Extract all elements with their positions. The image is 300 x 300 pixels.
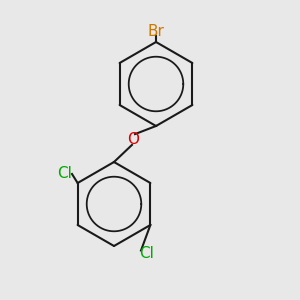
- Text: Cl: Cl: [57, 167, 72, 182]
- Text: Cl: Cl: [140, 246, 154, 261]
- Text: Br: Br: [148, 24, 164, 39]
- Text: O: O: [128, 132, 140, 147]
